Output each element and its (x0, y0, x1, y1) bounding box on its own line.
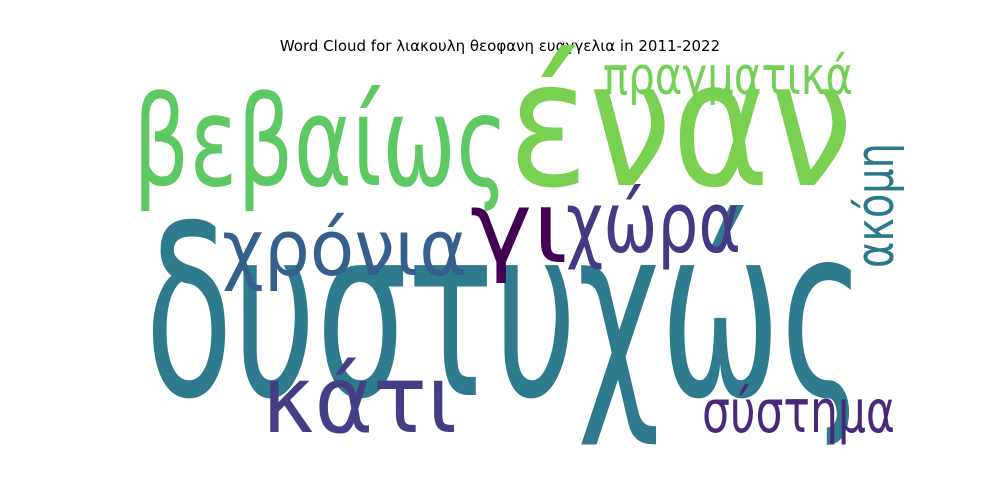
word-4: πραγματικά (603, 46, 853, 107)
chart-title: Word Cloud for λιακουλη θεοφανη ευαγγελι… (279, 37, 721, 55)
word-5: χρόνια (222, 204, 467, 294)
word-10: σύστημα (702, 377, 895, 447)
word-1: δυστυχώς (145, 176, 865, 452)
word-7: χώρα (566, 174, 741, 273)
word-2: έναν (508, 24, 853, 227)
word-8: ακόμη (845, 143, 906, 268)
word-3: βεβαίως (133, 70, 508, 215)
word-9: κάτι (262, 346, 457, 455)
word-6: γι (470, 169, 568, 286)
